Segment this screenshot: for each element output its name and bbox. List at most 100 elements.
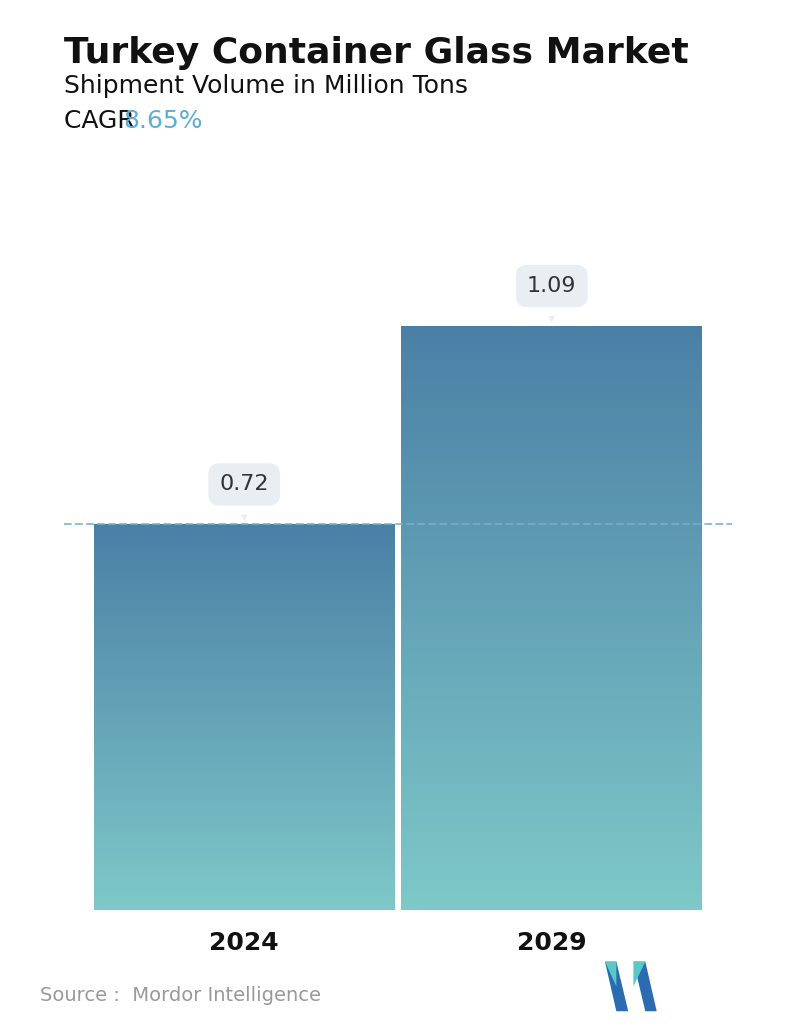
Bar: [94, 576, 395, 578]
Bar: [94, 734, 395, 736]
Bar: [401, 539, 702, 542]
Bar: [401, 498, 702, 500]
Bar: [401, 907, 702, 910]
Bar: [94, 672, 395, 674]
Bar: [94, 647, 395, 649]
Bar: [94, 899, 395, 901]
Bar: [401, 620, 702, 624]
Bar: [401, 793, 702, 796]
Bar: [401, 407, 702, 410]
Bar: [94, 858, 395, 859]
Bar: [94, 562, 395, 565]
Bar: [401, 837, 702, 840]
Bar: [401, 366, 702, 369]
Bar: [94, 743, 395, 746]
Bar: [401, 779, 702, 782]
Bar: [401, 851, 702, 854]
Bar: [401, 796, 702, 799]
Bar: [94, 694, 395, 696]
Bar: [94, 649, 395, 651]
Bar: [94, 825, 395, 827]
Bar: [401, 396, 702, 398]
Bar: [94, 781, 395, 783]
Bar: [94, 729, 395, 730]
Bar: [401, 828, 702, 831]
Bar: [94, 705, 395, 707]
Bar: [401, 895, 702, 899]
Text: 0.72: 0.72: [220, 475, 269, 521]
Bar: [94, 574, 395, 576]
Bar: [94, 859, 395, 861]
Bar: [94, 642, 395, 643]
Bar: [401, 659, 702, 662]
Bar: [401, 562, 702, 566]
Bar: [401, 425, 702, 428]
Bar: [94, 661, 395, 663]
Bar: [94, 746, 395, 748]
Text: Shipment Volume in Million Tons: Shipment Volume in Million Tons: [64, 74, 468, 98]
Bar: [401, 878, 702, 881]
Bar: [401, 697, 702, 700]
Bar: [94, 709, 395, 711]
Bar: [401, 585, 702, 588]
Bar: [401, 524, 702, 527]
Bar: [94, 861, 395, 863]
Bar: [401, 451, 702, 454]
Bar: [94, 599, 395, 601]
Bar: [94, 875, 395, 877]
Bar: [94, 742, 395, 743]
Bar: [401, 817, 702, 819]
Bar: [401, 454, 702, 457]
Bar: [94, 685, 395, 686]
Bar: [401, 708, 702, 711]
Bar: [401, 460, 702, 463]
Bar: [401, 436, 702, 439]
Bar: [94, 761, 395, 763]
Bar: [94, 605, 395, 607]
Bar: [401, 340, 702, 343]
Bar: [94, 570, 395, 572]
Bar: [94, 865, 395, 868]
Bar: [94, 837, 395, 839]
Bar: [401, 404, 702, 407]
Bar: [401, 776, 702, 779]
Bar: [94, 848, 395, 850]
Bar: [401, 472, 702, 475]
Bar: [94, 682, 395, 685]
Bar: [94, 823, 395, 825]
Bar: [401, 808, 702, 811]
Bar: [401, 612, 702, 615]
Bar: [401, 513, 702, 516]
Bar: [401, 627, 702, 630]
Bar: [401, 846, 702, 849]
Bar: [94, 584, 395, 585]
Bar: [401, 545, 702, 548]
Bar: [401, 457, 702, 460]
Text: Turkey Container Glass Market: Turkey Container Glass Market: [64, 36, 689, 70]
Bar: [94, 870, 395, 872]
Bar: [94, 879, 395, 881]
Bar: [94, 558, 395, 560]
Text: Source :  Mordor Intelligence: Source : Mordor Intelligence: [40, 986, 321, 1005]
Bar: [401, 372, 702, 375]
Bar: [401, 840, 702, 843]
Bar: [401, 331, 702, 334]
Bar: [94, 754, 395, 756]
Bar: [94, 580, 395, 582]
Bar: [94, 772, 395, 774]
Bar: [401, 375, 702, 378]
Bar: [401, 656, 702, 659]
Bar: [94, 874, 395, 875]
Bar: [401, 755, 702, 758]
Bar: [94, 560, 395, 562]
Bar: [94, 547, 395, 549]
Bar: [94, 841, 395, 843]
Bar: [401, 782, 702, 784]
Bar: [94, 703, 395, 705]
Bar: [401, 676, 702, 679]
Bar: [94, 890, 395, 892]
Bar: [401, 624, 702, 627]
Bar: [94, 680, 395, 682]
Bar: [94, 732, 395, 734]
Bar: [401, 361, 702, 364]
